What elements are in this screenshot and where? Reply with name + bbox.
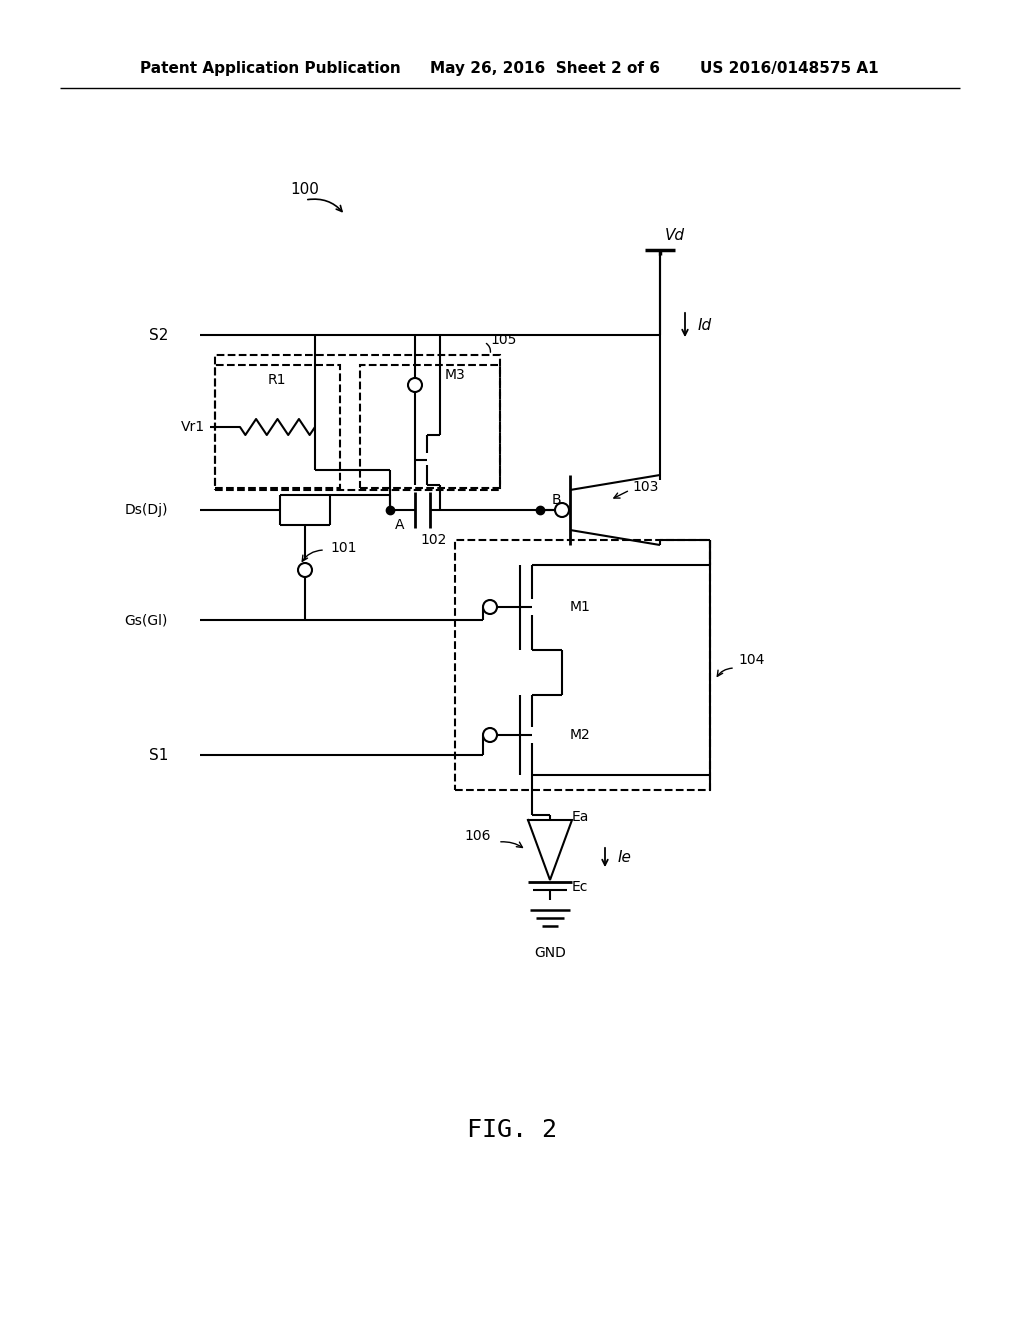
Circle shape: [483, 729, 497, 742]
Bar: [215, 366, 340, 488]
Text: 104: 104: [738, 653, 764, 667]
Text: R1: R1: [267, 374, 287, 387]
Text: M3: M3: [445, 368, 466, 381]
Circle shape: [555, 503, 569, 517]
Text: B: B: [552, 492, 561, 507]
Bar: [360, 366, 500, 488]
Text: Gs(Gl): Gs(Gl): [125, 612, 168, 627]
Text: 100: 100: [290, 182, 318, 198]
Text: Id: Id: [698, 318, 712, 333]
Text: Vd: Vd: [665, 227, 685, 243]
Text: Ie: Ie: [618, 850, 632, 865]
Text: S1: S1: [148, 747, 168, 763]
Text: S2: S2: [148, 327, 168, 342]
Text: 105: 105: [490, 333, 516, 347]
Text: 102: 102: [420, 533, 446, 546]
Text: US 2016/0148575 A1: US 2016/0148575 A1: [700, 61, 879, 75]
Text: Ea: Ea: [572, 810, 590, 824]
Text: M1: M1: [570, 601, 591, 614]
Text: FIG. 2: FIG. 2: [467, 1118, 557, 1142]
Text: A: A: [395, 517, 404, 532]
Text: Ds(Dj): Ds(Dj): [125, 503, 168, 517]
Circle shape: [298, 564, 312, 577]
Text: M2: M2: [570, 729, 591, 742]
Bar: [455, 540, 710, 789]
Circle shape: [483, 601, 497, 614]
Text: May 26, 2016  Sheet 2 of 6: May 26, 2016 Sheet 2 of 6: [430, 61, 660, 75]
Text: GND: GND: [535, 946, 566, 960]
Text: 101: 101: [330, 541, 356, 554]
Bar: [215, 355, 500, 490]
Text: Ec: Ec: [572, 880, 589, 894]
Text: Patent Application Publication: Patent Application Publication: [140, 61, 400, 75]
Polygon shape: [528, 820, 572, 880]
Text: 106: 106: [465, 829, 492, 843]
Text: 103: 103: [632, 480, 658, 494]
Text: Vr1: Vr1: [181, 420, 205, 434]
Circle shape: [408, 378, 422, 392]
